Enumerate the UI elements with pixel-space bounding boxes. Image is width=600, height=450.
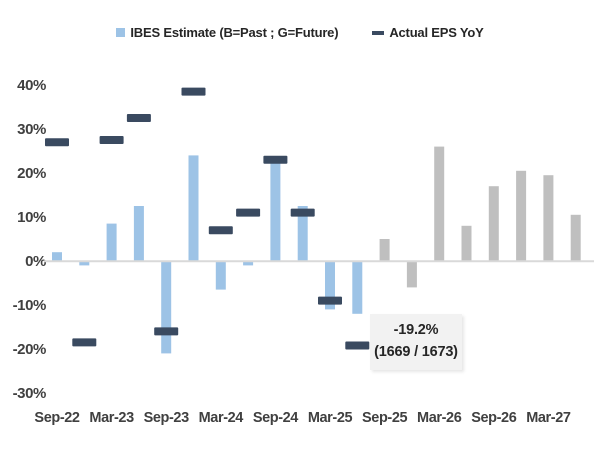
bar-Sep-22 [52,252,62,261]
bar-Sep-23 [161,261,172,354]
legend-actual-label: Actual EPS YoY [389,25,484,40]
zero-axis-line [44,260,594,263]
bar-Jun-23 [133,206,144,261]
y-tick--20: -20% [13,341,46,358]
x-label-Sep-22: Sep-22 [34,410,79,426]
legend-item-estimate: IBES Estimate (B=Past ; G=Future) [116,25,339,40]
dash-Dec-22 [72,338,97,347]
bar-Dec-25 [406,261,417,288]
y-tick-40: 40% [17,77,46,94]
annotation-callout: -19.2% (1669 / 1673) [370,314,462,370]
x-label-Sep-25: Sep-25 [362,410,407,426]
bar-Sep-24 [270,159,281,261]
bar-Jun-26 [461,225,472,261]
dash-Mar-23 [99,136,124,144]
bar-Mar-25 [325,261,335,310]
dash-Dec-23 [181,87,206,96]
x-label-Mar-24: Mar-24 [199,410,244,426]
y-tick--10: -10% [13,297,46,314]
y-tick-30: 30% [17,121,46,138]
x-label-Mar-25: Mar-25 [308,410,353,426]
bar-Jun-25 [352,261,363,314]
y-tick--30: -30% [13,385,46,402]
x-label-Mar-23: Mar-23 [89,410,134,426]
bar-Jun-24 [243,261,254,266]
estimate-swatch-icon [116,28,126,37]
dash-Mar-24 [208,226,233,235]
bar-Sep-25 [379,239,390,261]
legend-item-actual: Actual EPS YoY [372,25,484,40]
bar-Jun-27 [570,214,581,261]
dash-Sep-22 [45,138,69,147]
dash-Sep-23 [154,327,179,336]
bar-Mar-23 [106,223,117,261]
legend-estimate-label: IBES Estimate (B=Past ; G=Future) [130,25,339,40]
dash-Sep-24 [263,155,288,164]
x-label-Mar-26: Mar-26 [417,410,462,426]
dash-Jun-23 [126,114,151,122]
bar-Dec-24 [297,206,308,261]
y-tick-20: 20% [17,165,46,182]
x-label-Mar-27: Mar-27 [526,410,571,426]
bar-Dec-23 [188,155,199,261]
dash-Mar-25 [318,296,342,305]
dash-Jun-25 [345,341,370,350]
bar-Mar-24 [215,261,226,290]
bar-Mar-26 [434,146,445,261]
actual-dash-icon [372,30,385,35]
x-label-Sep-24: Sep-24 [253,410,298,426]
bar-Sep-26 [488,186,499,261]
y-tick-0: 0% [25,253,46,270]
y-tick-10: 10% [17,209,46,226]
dash-Jun-24 [236,208,261,217]
x-label-Sep-23: Sep-23 [144,410,189,426]
annotation-detail: (1669 / 1673) [374,344,458,361]
bar-Dec-22 [79,261,90,266]
annotation-value: -19.2% [393,322,439,338]
chart-legend: IBES Estimate (B=Past ; G=Future) Actual… [0,25,600,40]
bar-Dec-26 [516,170,527,261]
bar-Mar-27 [543,175,554,261]
x-label-Sep-26: Sep-26 [471,410,516,426]
dash-Dec-24 [290,208,315,217]
